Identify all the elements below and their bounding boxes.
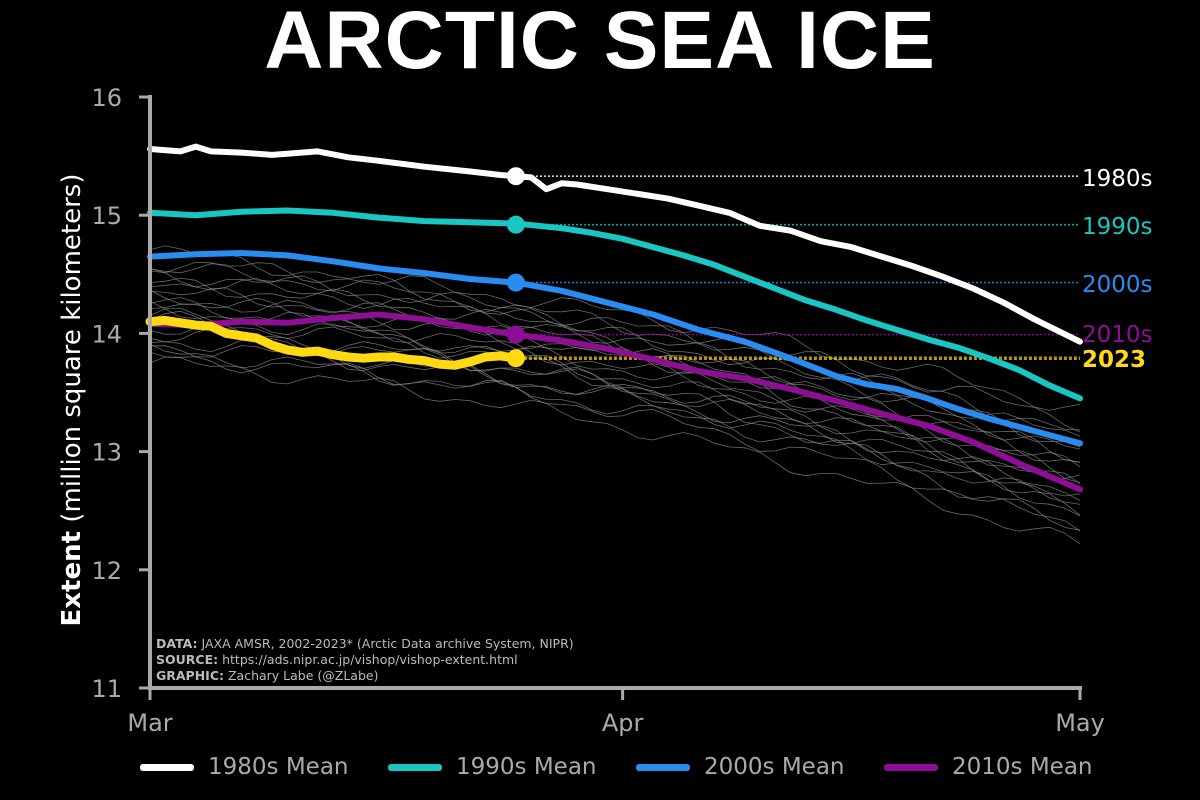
note-graphic-text: Zachary Labe (@ZLabe) [224,668,378,683]
end-label-2000s: 2000s [1082,272,1153,298]
end-label-2010s: 2010s [1082,322,1153,348]
end-label-1990s: 1990s [1082,214,1153,240]
legend-item-1980s: 1980s Mean [140,750,349,784]
legend-swatch-1980s [140,763,194,771]
note-data-label: DATA: [156,636,198,651]
y-axis-label-rest: (million square kilometers) [57,174,87,523]
legend-label-2010s: 2010s Mean [952,754,1093,780]
x-tick-label: Mar [127,709,172,737]
background-year-line [149,289,1081,463]
background-year-line [149,307,1081,468]
note-source-label: SOURCE: [156,652,218,667]
end-label-1980s: 1980s [1082,166,1153,192]
background-year-line [149,297,1081,532]
note-source-text: https://ads.nipr.ac.jp/vishop/vishop-ext… [218,652,518,667]
legend-item-1990s: 1990s Mean [388,750,597,784]
x-ticks-group: Mar Apr May [127,688,1105,737]
x-tick-label: May [1055,709,1105,737]
y-axis-label-space [57,523,87,531]
legend-label-1980s: 1980s Mean [208,754,349,780]
marker-2023 [506,349,525,368]
note-data: DATA: JAXA AMSR, 2002-2023* (Arctic Data… [156,636,574,651]
reference-lines-group [523,175,1080,360]
y-axis-label-bold: Extent [57,531,87,627]
y-tick-label: 12 [91,557,122,585]
background-year-line [149,356,1081,545]
legend-item-2010s: 2010s Mean [884,750,1093,784]
legend-swatch-2010s [884,763,938,771]
background-year-line [149,268,1081,433]
background-year-line [149,300,1081,483]
background-year-line [149,261,1081,411]
legend-label-1990s: 1990s Mean [456,754,597,780]
legend-swatch-1990s [388,763,442,771]
y-tick-label: 16 [91,84,122,112]
y-tick-label: 13 [91,439,122,467]
series-line-2000s [147,250,1083,447]
y-tick-label: 14 [91,320,122,348]
background-years-group [149,245,1081,545]
background-year-line [149,351,1081,505]
background-year-line [149,345,1081,501]
y-tick-label: 11 [91,675,122,703]
series-lines-group [145,143,1083,493]
y-ticks-group: 11 12 13 14 15 16 [91,84,150,703]
series-line-2023 [145,315,521,370]
series-line-1980s [147,143,1083,345]
legend-item-2000s: 2000s Mean [636,750,845,784]
axes-group [148,95,1082,690]
background-year-line [149,245,1081,516]
note-graphic-label: GRAPHIC: [156,668,224,683]
background-year-line [149,263,1081,431]
marker-1990s [506,215,525,234]
series-line-2010s [147,311,1083,493]
note-source: SOURCE: https://ads.nipr.ac.jp/vishop/vi… [156,652,518,667]
end-label-2023: 2023 [1082,347,1146,373]
background-year-line [149,310,1081,484]
background-year-line [149,343,1081,531]
marker-1980s [506,167,525,186]
series-line-1990s [147,207,1083,402]
y-axis-label: Extent (million square kilometers) [57,174,87,627]
chart-area: 11 12 13 14 15 16 Mar Apr May 1980s 1990s 2000s 20… [57,84,1153,737]
chart-title: ARCTIC SEA ICE [264,0,936,86]
background-year-line [149,322,1081,497]
marker-2000s [506,273,525,292]
y-tick-label: 15 [91,202,122,230]
marker-2010s [506,325,525,344]
x-tick-label: Apr [602,709,644,737]
markers-group [506,167,525,368]
background-year-line [149,287,1081,450]
legend-swatch-2000s [636,763,690,771]
note-data-text: JAXA AMSR, 2002-2023* (Arctic Data archi… [198,636,574,651]
legend-label-2000s: 2000s Mean [704,754,845,780]
note-graphic: GRAPHIC: Zachary Labe (@ZLabe) [156,668,378,683]
legend: 1980s Mean 1990s Mean 2000s Mean 2010s M… [0,750,1200,784]
